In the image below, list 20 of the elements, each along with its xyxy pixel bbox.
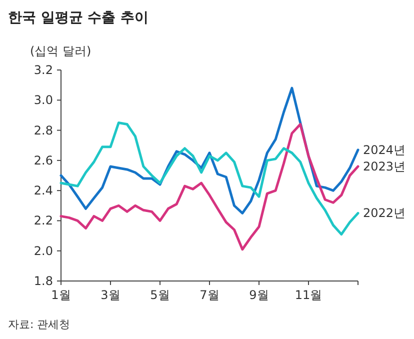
y-axis-title: (십억 달러) <box>30 44 92 58</box>
y-tick-label: 2.4 <box>34 184 53 198</box>
y-tick-label: 3.2 <box>34 63 53 77</box>
y-tick-label: 2.8 <box>34 123 53 138</box>
y-tick-label: 2.0 <box>34 244 53 258</box>
series-label: 2022년 <box>363 206 406 220</box>
y-tick-label: 3.0 <box>34 93 53 108</box>
x-tick-label: 1월 <box>51 288 71 302</box>
series-label: 2023년 <box>363 159 406 174</box>
y-tick-label: 2.6 <box>34 153 53 168</box>
x-tick-label: 5월 <box>150 288 170 302</box>
x-tick-label: 11월 <box>294 288 322 302</box>
x-tick-label: 9월 <box>249 288 269 302</box>
x-tick-label: 7월 <box>200 288 220 302</box>
series-label: 2024년 <box>363 142 406 157</box>
y-tick-label: 1.8 <box>34 274 53 288</box>
chart-title: 한국 일평균 수출 추이 <box>8 10 149 26</box>
text: 자료: 관세청 <box>8 318 70 331</box>
x-tick-label: 3월 <box>100 288 120 302</box>
y-tick-label: 2.2 <box>34 214 53 228</box>
